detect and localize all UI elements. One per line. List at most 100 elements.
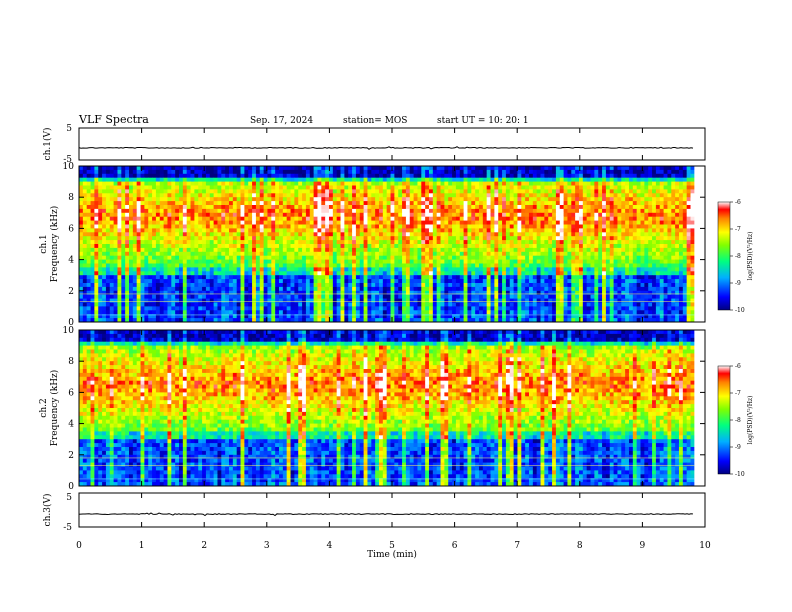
ch1-spectrogram-cell <box>632 205 638 210</box>
ch1-spectrogram-cell <box>236 212 241 218</box>
ch1-spectrogram-cell <box>559 240 564 245</box>
ch1-spectrogram-cell <box>309 255 315 260</box>
ch1-spectrogram-cell <box>309 247 315 253</box>
ch1-spectrogram-cell <box>205 232 211 237</box>
ch1-spectrogram-cell <box>467 166 472 171</box>
ch1-spectrogram-cell <box>402 169 407 175</box>
ch1-spectrogram-cell <box>559 173 564 179</box>
ch1-spectrogram-cell <box>236 271 241 276</box>
ch1-spectrogram-cell <box>482 240 488 245</box>
ch1-spectrogram-cell <box>682 216 688 221</box>
ch1-spectrogram-cell <box>198 263 203 268</box>
ch1-spectrogram-cell <box>478 185 484 190</box>
ch1-spectrogram-cell <box>625 244 630 249</box>
ch1-spectrogram-cell <box>475 169 480 175</box>
ch1-spectrogram-cell <box>440 275 445 280</box>
ch1-spectrogram-cell <box>82 232 88 237</box>
ch1-spectrogram-cell <box>148 244 153 249</box>
ch1-spectrogram-cell <box>440 197 445 202</box>
ch1-spectrogram-cell <box>678 259 684 264</box>
ch1-spectrogram-cell <box>140 224 145 229</box>
ch1-spectrogram-cell <box>652 247 657 253</box>
ch1-spectrogram-cell <box>532 173 538 179</box>
ch1-spectrogram-cell <box>205 236 211 241</box>
ch1-spectrogram-cell <box>94 224 99 229</box>
ch1-spectrogram-cell <box>655 271 661 276</box>
ch1-spectrogram-cell <box>317 279 322 284</box>
ch1-spectrogram-cell <box>628 185 634 190</box>
ch1-spectrogram-cell <box>282 177 288 182</box>
ch1-spectrogram-cell <box>359 169 365 175</box>
ch1-spectrogram-cell <box>140 201 145 206</box>
ch1-spectrogram-cell <box>363 275 368 280</box>
ch1-spectrogram-cell <box>509 251 514 257</box>
ch1-spectrogram-cell <box>475 232 480 237</box>
ch1-spectrogram-cell <box>248 279 253 284</box>
ch1-spectrogram-cell <box>494 263 499 268</box>
ch1-spectrogram-cell <box>528 169 534 175</box>
ch1-spectrogram-cell <box>98 177 103 182</box>
ch1-spectrogram-cell <box>675 189 680 194</box>
ch1-spectrogram-cell <box>494 212 499 218</box>
ch1-spectrogram-cell <box>394 224 399 229</box>
ch1-spectrogram-cell <box>586 185 591 190</box>
ch1-spectrogram-cell <box>282 189 288 194</box>
ch1-spectrogram-cell <box>98 228 103 233</box>
ch1-spectrogram-cell <box>132 267 138 272</box>
ch1-spectrogram-cell <box>628 224 634 229</box>
ch1-spectrogram-cell <box>129 220 134 225</box>
ch1-spectrogram-cell <box>175 236 180 241</box>
ch1-spectrogram-cell <box>536 169 541 175</box>
ch1-spectrogram-cell <box>140 177 145 182</box>
ch1-spectrogram-cell <box>294 173 299 179</box>
ch1-spectrogram-cell <box>648 267 653 272</box>
ch1-spectrogram-cell <box>371 267 376 272</box>
ch1-spectrogram-cell <box>321 205 326 210</box>
ch1-spectrogram-cell <box>367 173 372 179</box>
ch1-spectrogram-cell <box>144 205 149 210</box>
ch1-spectrogram-cell <box>290 166 295 171</box>
ch1-spectrogram-cell <box>525 236 530 241</box>
ch1-spectrogram-cell <box>198 208 203 214</box>
ch1-spectrogram-cell <box>125 193 130 198</box>
ch1-spectrogram-cell <box>467 189 472 194</box>
ch1-spectrogram-cell <box>478 236 484 241</box>
ch1-spectrogram-cell <box>594 201 599 206</box>
ch1-spectrogram-cell <box>382 271 388 276</box>
ch1-spectrogram-cell <box>628 212 634 218</box>
ch1-spectrogram-cell <box>267 169 272 175</box>
ch1-spectrogram-cell <box>625 275 630 280</box>
ch1-spectrogram-cell <box>340 275 345 280</box>
ch1-spectrogram-cell <box>502 240 507 245</box>
ch1-spectrogram-cell <box>486 208 491 214</box>
ch1-spectrogram-cell <box>417 275 422 280</box>
ch1-spectrogram-cell <box>275 201 280 206</box>
ch1-spectrogram-cell <box>586 267 591 272</box>
ch1-spectrogram-cell <box>444 240 449 245</box>
ch1-spectrogram-cell <box>578 205 584 210</box>
ch1-spectrogram-cell <box>194 224 199 229</box>
ch1-spectrogram-cell <box>544 271 549 276</box>
ch1-spectrogram-cell <box>509 173 514 179</box>
ch1-spectrogram-cell <box>255 283 261 288</box>
ch1-spectrogram-cell <box>648 283 653 288</box>
ch1-spectrogram-cell <box>186 224 191 229</box>
ch1-spectrogram-cell <box>144 275 149 280</box>
ch1-spectrogram-cell <box>98 224 103 229</box>
ch1-spectrogram-cell <box>325 185 330 190</box>
ch1-spectrogram-cell <box>271 166 276 171</box>
ch1-spectrogram-cell <box>355 244 361 249</box>
ch1-spectrogram-cell <box>186 216 191 221</box>
ch1-spectrogram-cell <box>640 271 645 276</box>
ch1-spectrogram-cell <box>298 228 303 233</box>
ch1-spectrogram-cell <box>605 220 611 225</box>
ch1-spectrogram-cell <box>513 259 518 264</box>
ch1-spectrogram-cell <box>332 244 338 249</box>
ch1-spectrogram-cell <box>486 232 491 237</box>
ch1-spectrogram-cell <box>159 275 165 280</box>
ch1-spectrogram-cell <box>590 224 595 229</box>
ch1-spectrogram-cell <box>582 173 588 179</box>
ch1-spectrogram-cell <box>225 271 230 276</box>
ch1-spectrogram-cell <box>294 185 299 190</box>
ch1-spectrogram-cell <box>505 193 511 198</box>
